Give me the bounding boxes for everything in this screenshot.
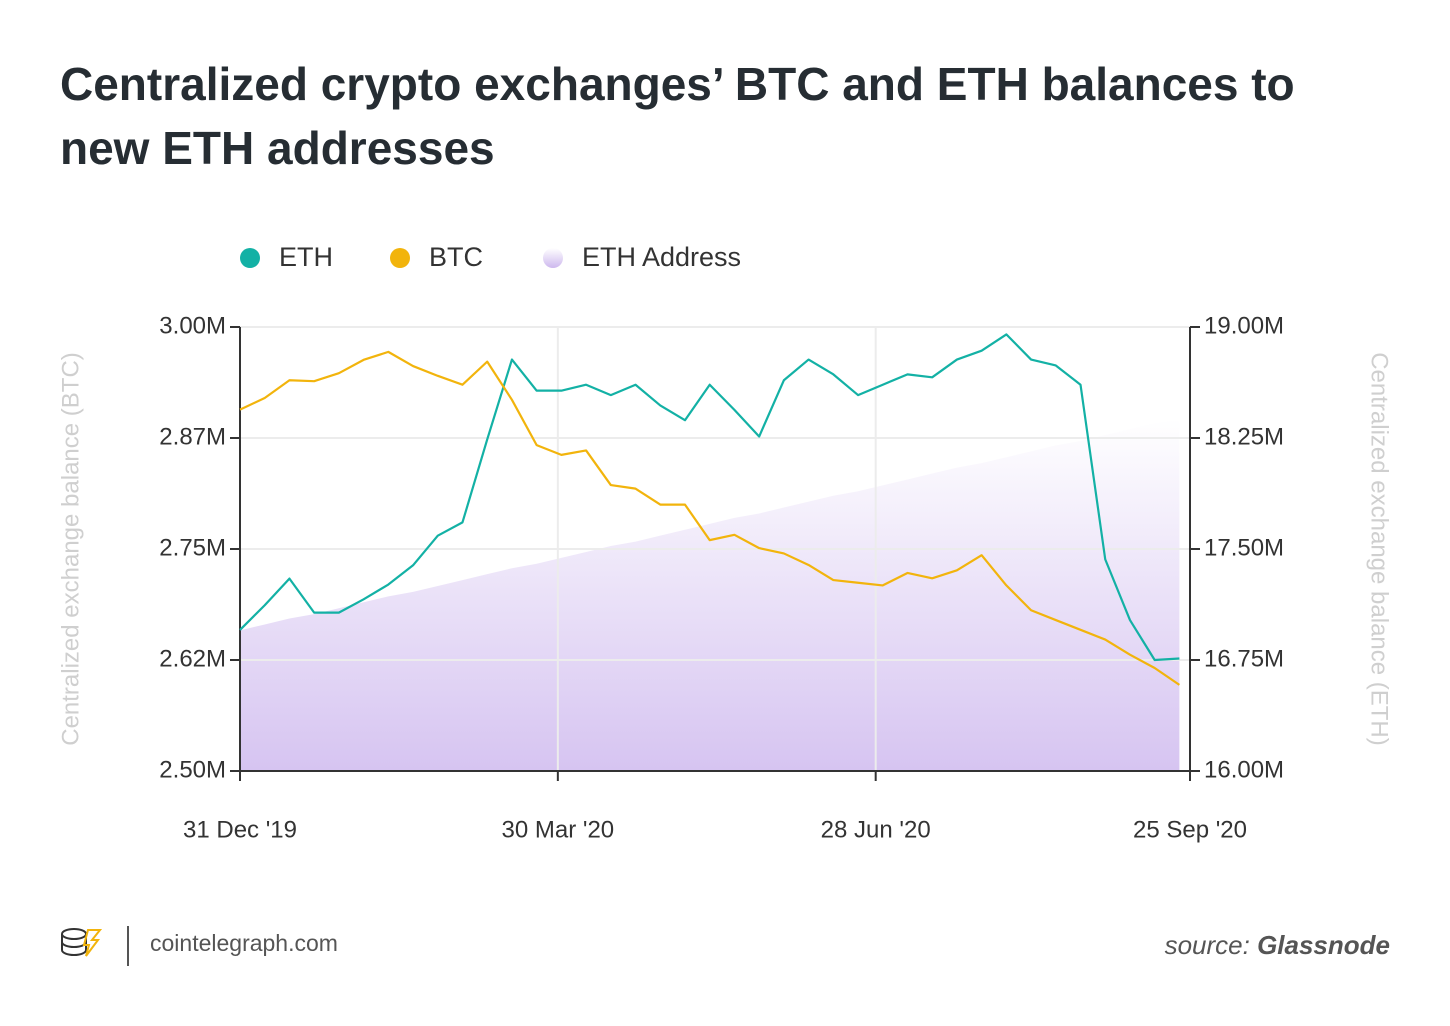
x-tick-label: 28 Jun '20 — [821, 816, 931, 843]
source-label: source: — [1165, 930, 1250, 960]
y2-tick-label: 19.00M — [1204, 312, 1284, 339]
logo — [61, 928, 103, 957]
legend-label: BTC — [429, 242, 483, 272]
y-tick-label: 2.87M — [159, 423, 226, 450]
y2-axis-label: Centralized exchange balance (ETH) — [1366, 352, 1393, 746]
site: cointelegraph.com — [150, 930, 338, 956]
y2-tick-label: 16.75M — [1204, 645, 1284, 672]
y2-tick-label: 18.25M — [1204, 423, 1284, 450]
line — [239, 333, 1180, 662]
legend-label: ETH — [279, 242, 333, 272]
legend-label: ETH Address — [582, 242, 741, 272]
legend-marker — [543, 248, 563, 268]
legend-marker — [240, 248, 260, 268]
source: source: Glassnode — [1165, 930, 1390, 960]
y-tick-label: 2.75M — [159, 534, 226, 561]
source-name: Glassnode — [1257, 930, 1390, 960]
x-tick-label: 31 Dec '19 — [183, 816, 297, 843]
y-axis-label: Centralized exchange balance (BTC) — [57, 352, 84, 746]
x-tick-label: 25 Sep '20 — [1133, 816, 1247, 843]
line — [239, 350, 1181, 686]
y-tick-label: 3.00M — [159, 312, 226, 339]
y-tick-label: 2.62M — [159, 645, 226, 672]
y2-tick-label: 17.50M — [1204, 534, 1284, 561]
y2-tick-label: 16.00M — [1204, 756, 1284, 783]
x-tick-label: 30 Mar '20 — [502, 816, 615, 843]
chart-title: Centralized crypto exchanges’ BTC and ET… — [60, 58, 1295, 174]
legend-marker — [390, 248, 410, 268]
plot: 2.50M 2.62M 2.75M 2.87M 3.00M 16.00M 16.75M 17.… — [159, 242, 1284, 843]
y-tick-label: 2.50M — [159, 756, 226, 783]
area — [240, 418, 1180, 771]
